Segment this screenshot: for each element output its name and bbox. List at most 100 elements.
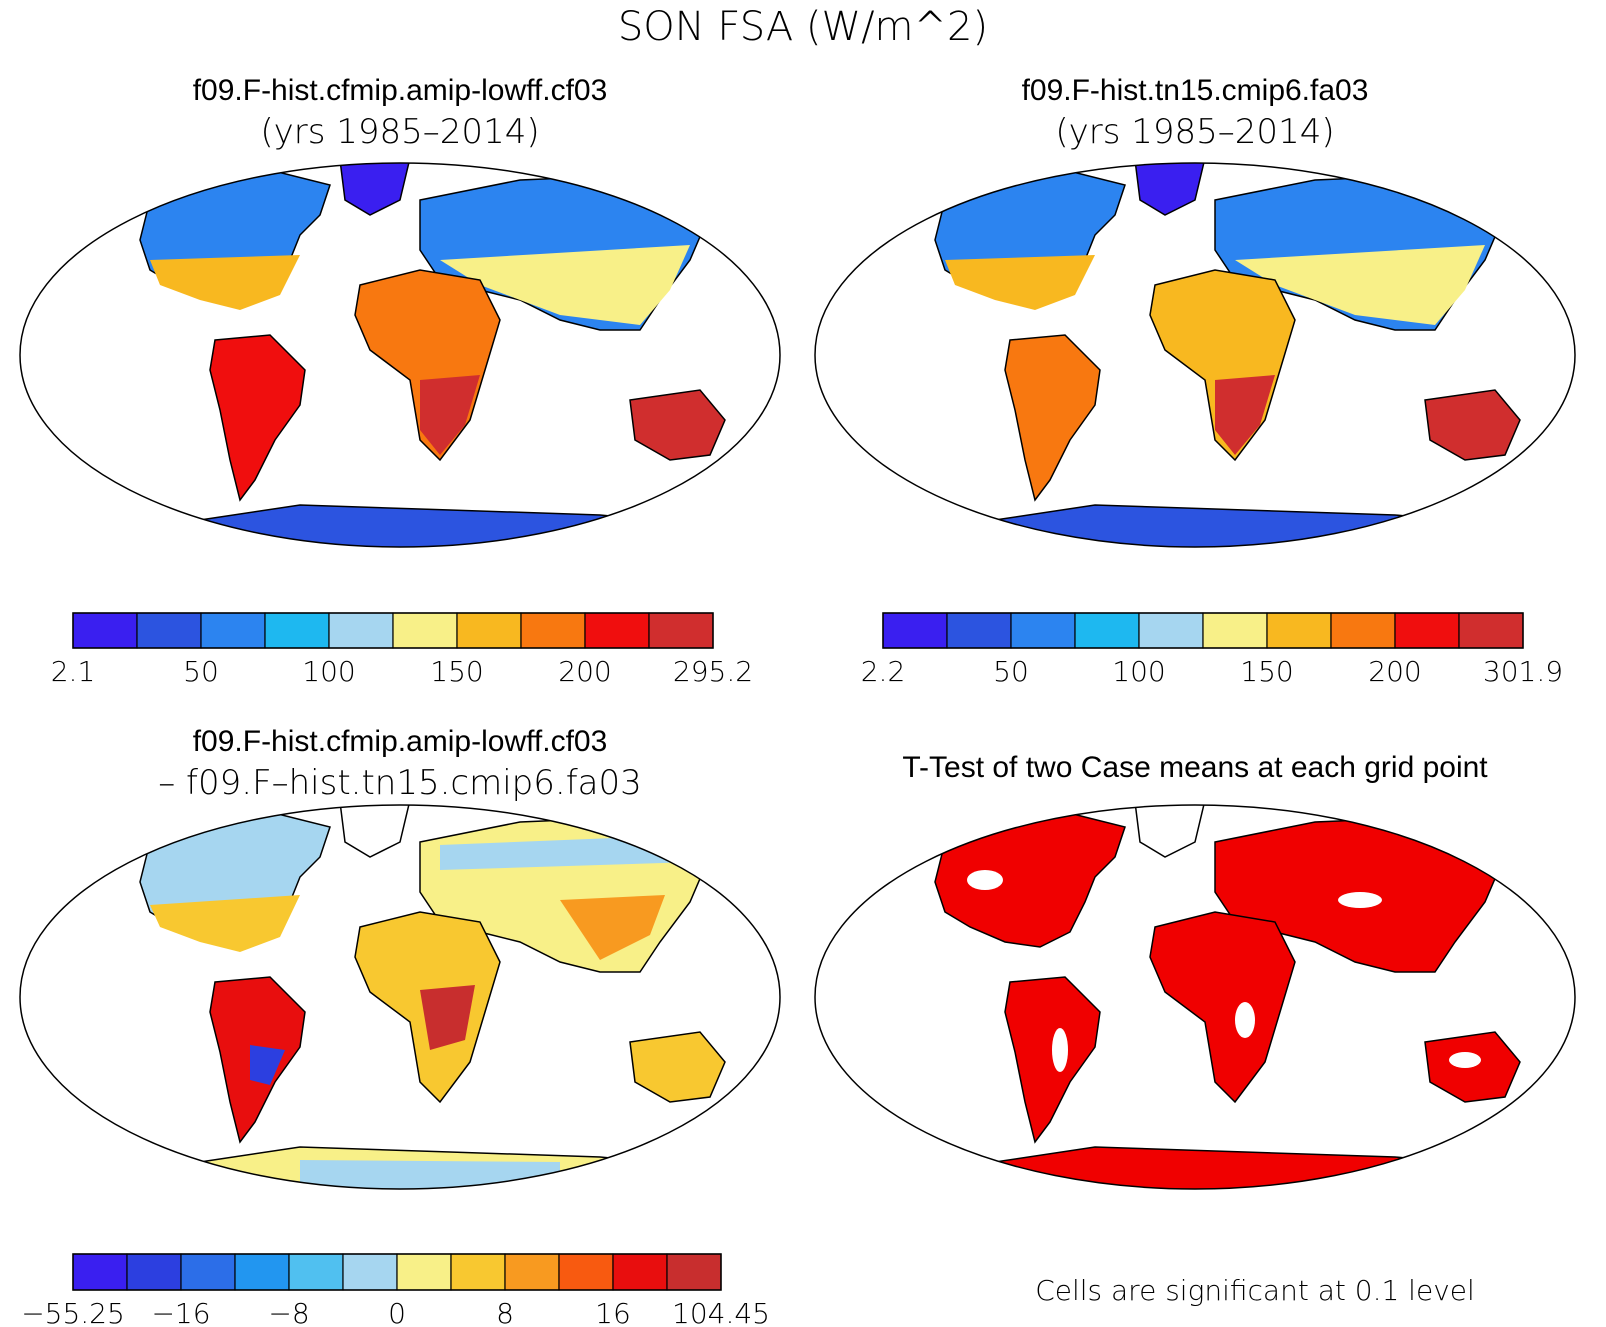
land-africa-south xyxy=(1215,375,1275,455)
panel-title-line1: f09.F-hist.cfmip.amip-lowff.cf03 xyxy=(193,725,608,758)
colorbar-diff: −55.25 −16 −8 0 8 16 104.45 xyxy=(21,1253,770,1327)
colorbar-cell xyxy=(1010,612,1076,649)
panel-title-line2: (yrs 1985–2014) xyxy=(260,112,539,152)
colorbar-cell xyxy=(328,612,394,649)
land-australia xyxy=(629,1031,726,1103)
colorbar-cell xyxy=(392,612,458,649)
colorbar-cell xyxy=(1458,612,1524,649)
panel-title-line1: f09.F-hist.cfmip.amip-lowff.cf03 xyxy=(193,74,608,107)
colorbar-case2: 2.2 50 100 150 200 301.9 xyxy=(861,612,1563,688)
colorbar-cell xyxy=(584,612,650,649)
colorbar-cell xyxy=(180,1253,236,1291)
colorbar-cell xyxy=(200,612,266,649)
colorbar-tick-label: 50 xyxy=(183,655,219,688)
colorbar-tick-label: −8 xyxy=(268,1297,309,1327)
colorbar-cell xyxy=(72,1253,128,1291)
significance-footnote: Cells are significant at 0.1 level xyxy=(1035,1274,1475,1307)
land-africa xyxy=(1149,911,1296,1104)
colorbar-min-label: 2.1 xyxy=(51,655,96,688)
figure-title: SON FSA (W/m^2) xyxy=(618,4,988,50)
colorbar-tick-label: 200 xyxy=(1368,655,1421,688)
land-africa-center xyxy=(420,985,475,1050)
land-eurasia-south xyxy=(440,245,690,325)
map-case2 xyxy=(815,163,1575,547)
land-south-america-blue xyxy=(250,1045,285,1085)
colorbar-cell xyxy=(558,1253,614,1291)
land-south-america xyxy=(1004,976,1101,1144)
map-case1 xyxy=(20,163,780,547)
colorbar-case1: 2.1 50 100 150 200 295.2 xyxy=(51,612,753,688)
panel-case1: f09.F-hist.cfmip.amip-lowff.cf03 (yrs 19… xyxy=(19,74,781,688)
land-antarctica xyxy=(815,504,1575,547)
insignificant-area xyxy=(1449,1052,1481,1068)
colorbar-cell xyxy=(288,1253,344,1291)
colorbar-tick-label: 100 xyxy=(302,655,355,688)
map-frame xyxy=(814,162,1576,548)
land-greenland xyxy=(339,805,411,858)
colorbar-tick-label: 0 xyxy=(388,1297,406,1327)
colorbar-cell xyxy=(126,1253,182,1291)
insignificant-area xyxy=(1052,1028,1068,1072)
insignificant-area xyxy=(1235,1002,1255,1038)
land-eurasia-south xyxy=(1235,245,1485,325)
colorbar-max-label: 295.2 xyxy=(673,655,753,688)
panel-title-line2: – f09.F–hist.tn15.cmip6.fa03 xyxy=(158,763,642,803)
panel-case2: f09.F-hist.tn15.cmip6.fa03 (yrs 1985–201… xyxy=(814,74,1576,688)
colorbar-tick-label: 150 xyxy=(430,655,483,688)
colorbar-cell xyxy=(234,1253,290,1291)
colorbar-tick-label: 100 xyxy=(1112,655,1165,688)
colorbar-max-label: 104.45 xyxy=(672,1297,770,1327)
insignificant-area xyxy=(967,870,1003,890)
land-antarctica xyxy=(20,504,780,547)
colorbar-cell xyxy=(456,612,522,649)
colorbar-cell xyxy=(946,612,1012,649)
colorbar-cell xyxy=(1074,612,1140,649)
land-south-america xyxy=(1004,334,1101,502)
colorbar-cell xyxy=(612,1253,668,1291)
land-north-america-south xyxy=(945,255,1095,310)
land-greenland xyxy=(1134,805,1206,858)
panel-diff: f09.F-hist.cfmip.amip-lowff.cf03 – f09.F… xyxy=(19,725,781,1327)
map-frame xyxy=(19,162,781,548)
colorbar-cell xyxy=(520,612,586,649)
land-north-america-south xyxy=(150,255,300,310)
colorbar-cell xyxy=(882,612,948,649)
colorbar-cell xyxy=(504,1253,560,1291)
land-greenland xyxy=(1134,163,1206,216)
colorbar-max-label: 301.9 xyxy=(1483,655,1563,688)
colorbar-cell xyxy=(1266,612,1332,649)
map-frame xyxy=(814,804,1576,1190)
map-ttest xyxy=(815,805,1575,1189)
colorbar-frame xyxy=(882,612,1524,649)
land-north-america-south xyxy=(150,895,300,952)
land-antarctica-east xyxy=(300,1160,560,1189)
colorbar-cell xyxy=(1202,612,1268,649)
colorbar-cell xyxy=(264,612,330,649)
colorbar-cell xyxy=(1330,612,1396,649)
colorbar-cell xyxy=(396,1253,452,1291)
land-eurasia-south xyxy=(560,895,665,960)
colorbar-cell xyxy=(1394,612,1460,649)
land-greenland xyxy=(339,163,411,216)
colorbar-min-label: −55.25 xyxy=(21,1297,125,1327)
colorbar-frame xyxy=(72,612,714,649)
colorbar-frame xyxy=(72,1253,722,1291)
panel-title-line2: (yrs 1985–2014) xyxy=(1055,112,1334,152)
colorbar-cell xyxy=(648,612,714,649)
colorbar-tick-label: 200 xyxy=(558,655,611,688)
colorbar-min-label: 2.2 xyxy=(861,655,906,688)
colorbar-cell xyxy=(1138,612,1204,649)
map-diff xyxy=(20,805,780,1189)
panel-title-line1: f09.F-hist.tn15.cmip6.fa03 xyxy=(1022,74,1369,107)
colorbar-cell xyxy=(72,612,138,649)
insignificant-area xyxy=(1338,892,1382,908)
colorbar-cell xyxy=(666,1253,722,1291)
colorbar-cell xyxy=(342,1253,398,1291)
panel-ttest: T-Test of two Case means at each grid po… xyxy=(814,751,1576,1307)
colorbar-cell xyxy=(136,612,202,649)
map-frame xyxy=(19,804,781,1190)
colorbar-tick-label: 16 xyxy=(595,1297,631,1327)
colorbar-cell xyxy=(450,1253,506,1291)
colorbar-tick-label: −16 xyxy=(151,1297,210,1327)
